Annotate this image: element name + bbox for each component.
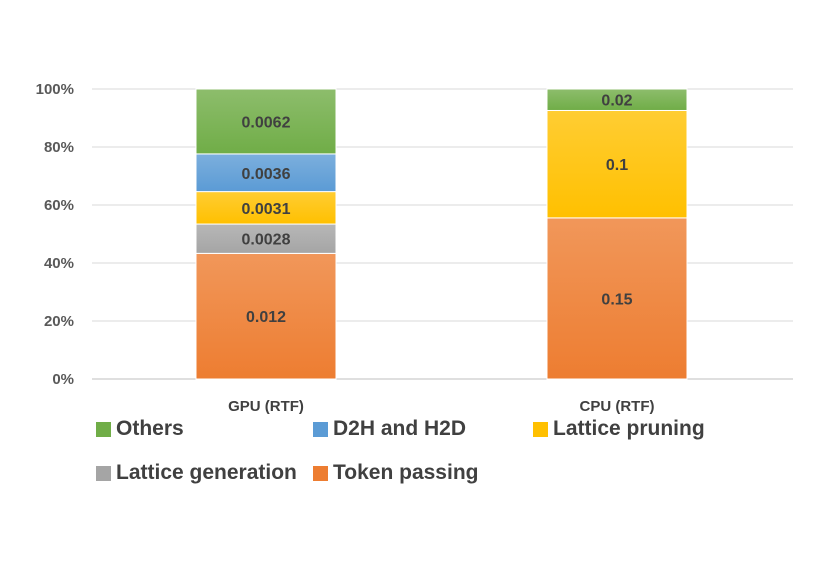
x-category-label: CPU (RTF) (580, 398, 655, 415)
bar-segment-others (195, 88, 337, 155)
y-tick-label: 20% (44, 313, 74, 330)
legend-item-d2h-and-h2d: D2H and H2D (313, 417, 466, 441)
legend-swatch (313, 421, 328, 437)
legend-item-others: Others (96, 417, 184, 441)
legend-swatch (533, 421, 548, 437)
data-labels: 0.012 0.0028 0.0031 0.0036 0.0062 0.15 0.1 0.02 (242, 93, 633, 326)
legend-item-lattice-generation: Lattice generation (96, 461, 297, 485)
legend-label: Lattice generation (116, 461, 297, 484)
y-tick-label: 0% (52, 371, 74, 388)
legend-label: D2H and H2D (333, 417, 467, 440)
data-label: 0.02 (601, 93, 632, 110)
legend-swatch (313, 465, 328, 481)
y-tick-label: 60% (44, 197, 74, 214)
y-tick-label: 80% (44, 139, 74, 156)
data-label: 0.1 (606, 157, 628, 174)
data-label: 0.0036 (242, 166, 291, 183)
y-axis-tick-labels: 0% 20% 40% 60% 80% 100% (36, 81, 74, 388)
legend-item-token-passing: Token passing (313, 461, 478, 485)
bar-stacks (195, 88, 688, 380)
data-label: 0.0062 (242, 114, 291, 131)
x-axis-category-labels: GPU (RTF) CPU (RTF) (228, 398, 654, 415)
y-tick-label: 100% (36, 81, 74, 98)
legend-label: Others (116, 417, 184, 440)
bar-segment-lattice-generation (195, 223, 337, 254)
bar-segment-others (546, 88, 688, 111)
data-label: 0.0028 (242, 232, 291, 249)
x-category-label: GPU (RTF) (228, 398, 304, 415)
legend-swatch (96, 421, 111, 437)
legend-item-lattice-pruning: Lattice pruning (533, 417, 705, 441)
data-label: 0.012 (246, 309, 286, 326)
y-tick-label: 40% (44, 255, 74, 272)
bar-segment-lattice-pruning (195, 191, 337, 225)
data-label: 0.0031 (242, 201, 291, 218)
bar-segment-lattice-pruning (546, 109, 688, 219)
data-label: 0.15 (601, 291, 632, 308)
legend-label: Lattice pruning (553, 417, 705, 440)
legend-label: Token passing (333, 461, 479, 484)
legend-swatch (96, 465, 111, 481)
bar-segment-token-passing (195, 252, 337, 380)
bar-segment-token-passing (546, 217, 688, 380)
